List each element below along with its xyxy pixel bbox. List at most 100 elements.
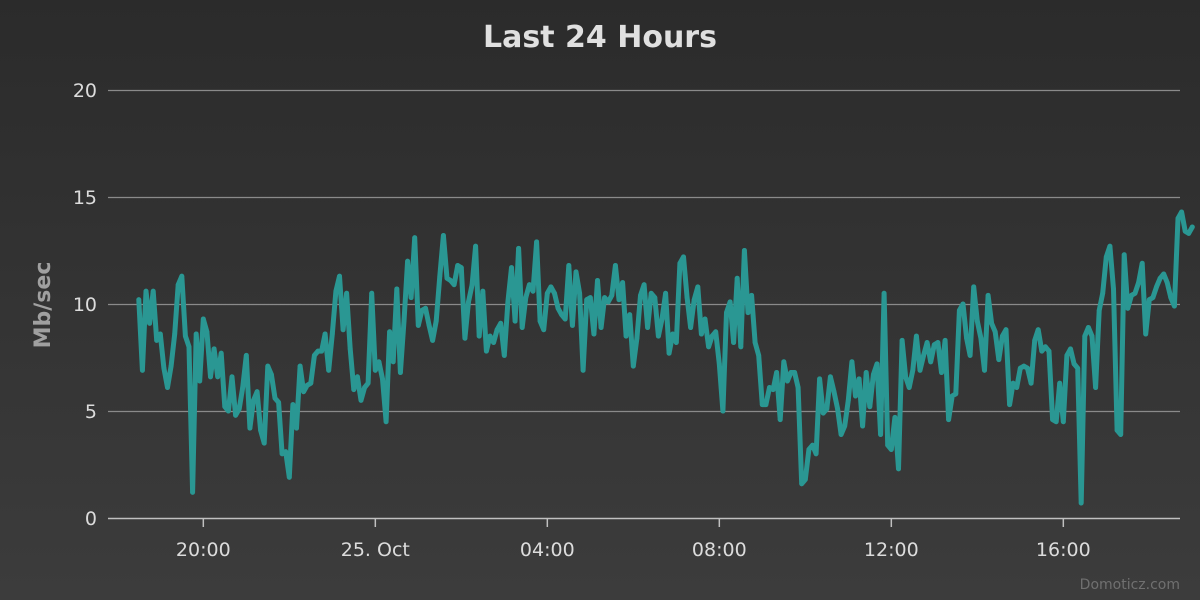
data-point[interactable]	[953, 391, 959, 397]
data-point[interactable]	[828, 374, 833, 380]
data-point[interactable]	[208, 374, 213, 380]
data-point[interactable]	[527, 282, 532, 288]
data-point[interactable]	[1007, 402, 1012, 407]
data-point[interactable]	[380, 376, 385, 382]
data-point[interactable]	[1172, 303, 1177, 309]
data-point[interactable]	[1161, 271, 1167, 277]
data-point[interactable]	[1129, 293, 1134, 298]
data-point[interactable]	[1050, 417, 1055, 422]
data-point[interactable]	[308, 380, 314, 386]
data-point[interactable]	[896, 466, 901, 472]
data-point[interactable]	[491, 340, 496, 345]
data-point[interactable]	[638, 293, 643, 298]
data-point[interactable]	[340, 327, 346, 333]
data-point[interactable]	[516, 246, 521, 251]
data-point[interactable]	[279, 451, 285, 457]
data-point[interactable]	[534, 239, 539, 245]
data-point[interactable]	[480, 288, 486, 294]
data-point[interactable]	[949, 393, 955, 399]
data-point[interactable]	[716, 361, 722, 367]
data-point[interactable]	[1139, 260, 1145, 266]
data-point[interactable]	[494, 327, 500, 333]
data-point[interactable]	[1107, 243, 1113, 249]
data-point[interactable]	[788, 370, 794, 375]
data-point[interactable]	[362, 385, 367, 390]
data-point[interactable]	[168, 363, 174, 369]
data-point[interactable]	[817, 376, 822, 382]
data-point[interactable]	[433, 318, 439, 324]
data-point[interactable]	[1039, 348, 1045, 354]
data-point[interactable]	[1010, 380, 1016, 386]
data-point[interactable]	[652, 295, 658, 300]
data-point[interactable]	[595, 278, 600, 283]
data-point[interactable]	[451, 282, 457, 288]
data-point[interactable]	[276, 400, 281, 405]
data-point[interactable]	[183, 333, 188, 339]
data-point[interactable]	[1053, 419, 1059, 425]
data-point[interactable]	[928, 359, 934, 365]
data-point[interactable]	[985, 293, 991, 298]
data-point[interactable]	[709, 333, 715, 339]
data-point[interactable]	[681, 254, 686, 260]
data-point[interactable]	[874, 361, 880, 367]
data-point[interactable]	[695, 284, 701, 290]
data-point[interactable]	[236, 406, 242, 412]
series-line-0[interactable]	[136, 209, 1195, 506]
data-point[interactable]	[1111, 286, 1116, 292]
data-point[interactable]	[426, 323, 432, 328]
data-point[interactable]	[1071, 361, 1077, 367]
data-point[interactable]	[1043, 344, 1048, 350]
data-point[interactable]	[1168, 295, 1174, 300]
data-point[interactable]	[218, 350, 224, 356]
data-point[interactable]	[1064, 353, 1070, 358]
data-point[interactable]	[885, 442, 891, 448]
data-point[interactable]	[190, 489, 196, 495]
data-point[interactable]	[609, 293, 615, 298]
data-point[interactable]	[161, 365, 167, 371]
data-point[interactable]	[530, 288, 536, 294]
data-point[interactable]	[1175, 216, 1181, 221]
data-point[interactable]	[315, 348, 321, 354]
data-point[interactable]	[734, 275, 740, 281]
data-point[interactable]	[147, 320, 153, 326]
data-point[interactable]	[713, 329, 719, 335]
data-point[interactable]	[939, 370, 944, 375]
data-point[interactable]	[591, 331, 597, 337]
data-point[interactable]	[691, 297, 697, 303]
data-point[interactable]	[258, 427, 263, 433]
data-point[interactable]	[476, 333, 482, 339]
data-point[interactable]	[552, 290, 557, 296]
watermark[interactable]: Domoticz.com	[1080, 577, 1180, 593]
data-point[interactable]	[1014, 385, 1020, 390]
data-point[interactable]	[390, 359, 396, 365]
data-point[interactable]	[186, 344, 192, 350]
data-point[interactable]	[720, 408, 726, 414]
data-point[interactable]	[1060, 419, 1066, 425]
data-point[interactable]	[871, 372, 876, 377]
data-point[interactable]	[1075, 365, 1081, 371]
data-point[interactable]	[1021, 363, 1027, 369]
data-point[interactable]	[369, 290, 375, 296]
data-point[interactable]	[226, 408, 231, 414]
data-point[interactable]	[143, 288, 149, 294]
data-point[interactable]	[222, 404, 228, 410]
data-point[interactable]	[910, 367, 916, 373]
data-point[interactable]	[867, 404, 873, 410]
data-point[interactable]	[745, 310, 751, 315]
data-point[interactable]	[347, 346, 353, 352]
data-point[interactable]	[398, 370, 403, 375]
data-point[interactable]	[326, 367, 332, 373]
data-point[interactable]	[888, 447, 894, 452]
data-point[interactable]	[777, 417, 783, 422]
data-point[interactable]	[587, 295, 593, 300]
data-point[interactable]	[269, 372, 274, 377]
data-point[interactable]	[172, 331, 178, 337]
data-point[interactable]	[544, 290, 550, 296]
data-point[interactable]	[1000, 333, 1005, 339]
data-point[interactable]	[247, 425, 253, 431]
data-point[interactable]	[430, 338, 435, 343]
data-point[interactable]	[645, 325, 650, 330]
data-point[interactable]	[702, 316, 708, 322]
data-point[interactable]	[921, 353, 926, 358]
data-point[interactable]	[620, 280, 625, 285]
